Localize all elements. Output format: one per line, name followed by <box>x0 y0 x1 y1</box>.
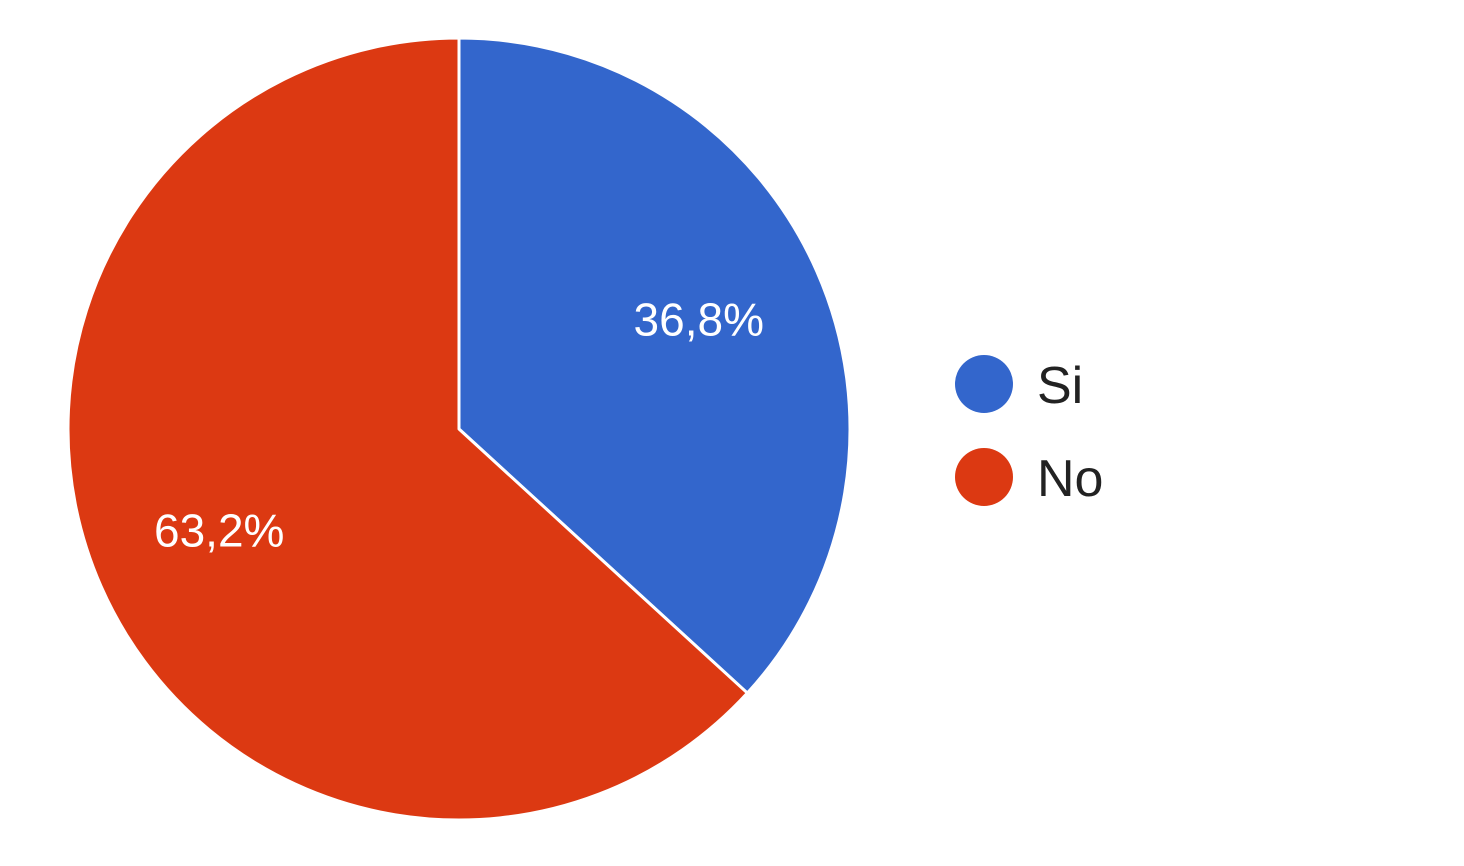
legend-swatch-no <box>955 448 1013 506</box>
legend-label-no: No <box>1037 450 1103 508</box>
pie-slice-si[interactable] <box>457 36 852 695</box>
pie-slices <box>66 36 852 822</box>
legend-swatch-si <box>955 355 1013 413</box>
legend-item-si[interactable]: Si <box>955 355 1083 415</box>
legend-label-si: Si <box>1037 357 1083 415</box>
pie-slice-labels: 36,8% 63,2% <box>154 294 764 557</box>
slice-label-no: 63,2% <box>154 505 284 557</box>
chart-legend: Si No <box>955 355 1103 508</box>
legend-item-no[interactable]: No <box>955 448 1103 508</box>
slice-label-si: 36,8% <box>634 294 764 346</box>
pie-slice-no[interactable] <box>66 36 749 822</box>
